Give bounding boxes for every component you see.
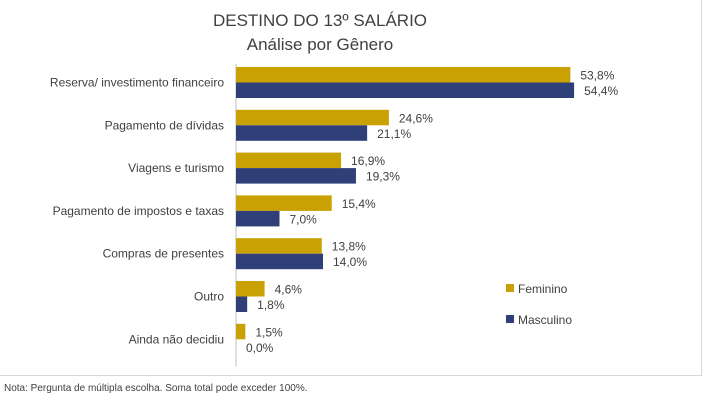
data-label: 13,8% — [332, 240, 366, 254]
bar-feminino — [236, 195, 332, 211]
chart-frame — [0, 0, 702, 376]
category-label: Ainda não decidiu — [129, 332, 224, 346]
data-label: 16,9% — [351, 154, 385, 168]
category-label: Pagamento de impostos e taxas — [53, 204, 224, 218]
bar-feminino — [236, 281, 265, 297]
data-label: 21,1% — [377, 127, 411, 141]
bar-feminino — [236, 109, 389, 126]
bar-masculino — [236, 253, 324, 270]
bar-feminino — [236, 323, 246, 340]
bar-masculino — [236, 296, 248, 312]
data-label: 0,0% — [246, 341, 274, 355]
category-label: Reserva/ investimento financeiro — [50, 76, 224, 90]
chart-subtitle: Análise por Gênero — [246, 35, 394, 54]
legend-label: Feminino — [518, 282, 568, 296]
data-label: 4,6% — [275, 283, 303, 297]
data-label: 19,3% — [366, 170, 400, 184]
data-label: 53,8% — [580, 69, 614, 83]
bar-masculino — [236, 210, 280, 227]
bar-feminino — [236, 152, 342, 169]
data-label: 15,4% — [342, 197, 376, 211]
category-label: Outro — [194, 290, 224, 304]
bar-feminino — [236, 67, 571, 83]
category-label: Compras de presentes — [103, 247, 224, 261]
data-label: 1,8% — [257, 298, 285, 312]
chart-title: DESTINO DO 13º SALÁRIO — [212, 11, 428, 30]
data-label: 1,5% — [255, 325, 283, 339]
data-label: 54,4% — [584, 84, 618, 98]
data-label: 7,0% — [290, 212, 318, 226]
bar-masculino — [236, 168, 356, 184]
bar-feminino — [236, 238, 322, 254]
data-label: 14,0% — [333, 255, 367, 269]
legend-swatch-feminino — [506, 284, 514, 292]
bar-masculino — [236, 82, 575, 98]
category-label: Viagens e turismo — [128, 161, 224, 175]
category-label: Pagamento de dívidas — [105, 118, 224, 132]
data-label: 24,6% — [399, 111, 433, 125]
footnote: Nota: Pergunta de múltipla escolha. Soma… — [4, 383, 308, 394]
bar-masculino — [236, 125, 368, 141]
legend-swatch-masculino — [506, 315, 514, 323]
legend-label: Masculino — [518, 313, 572, 327]
bar-chart: Reserva/ investimento financeiro 53,8%54,… — [50, 64, 618, 366]
